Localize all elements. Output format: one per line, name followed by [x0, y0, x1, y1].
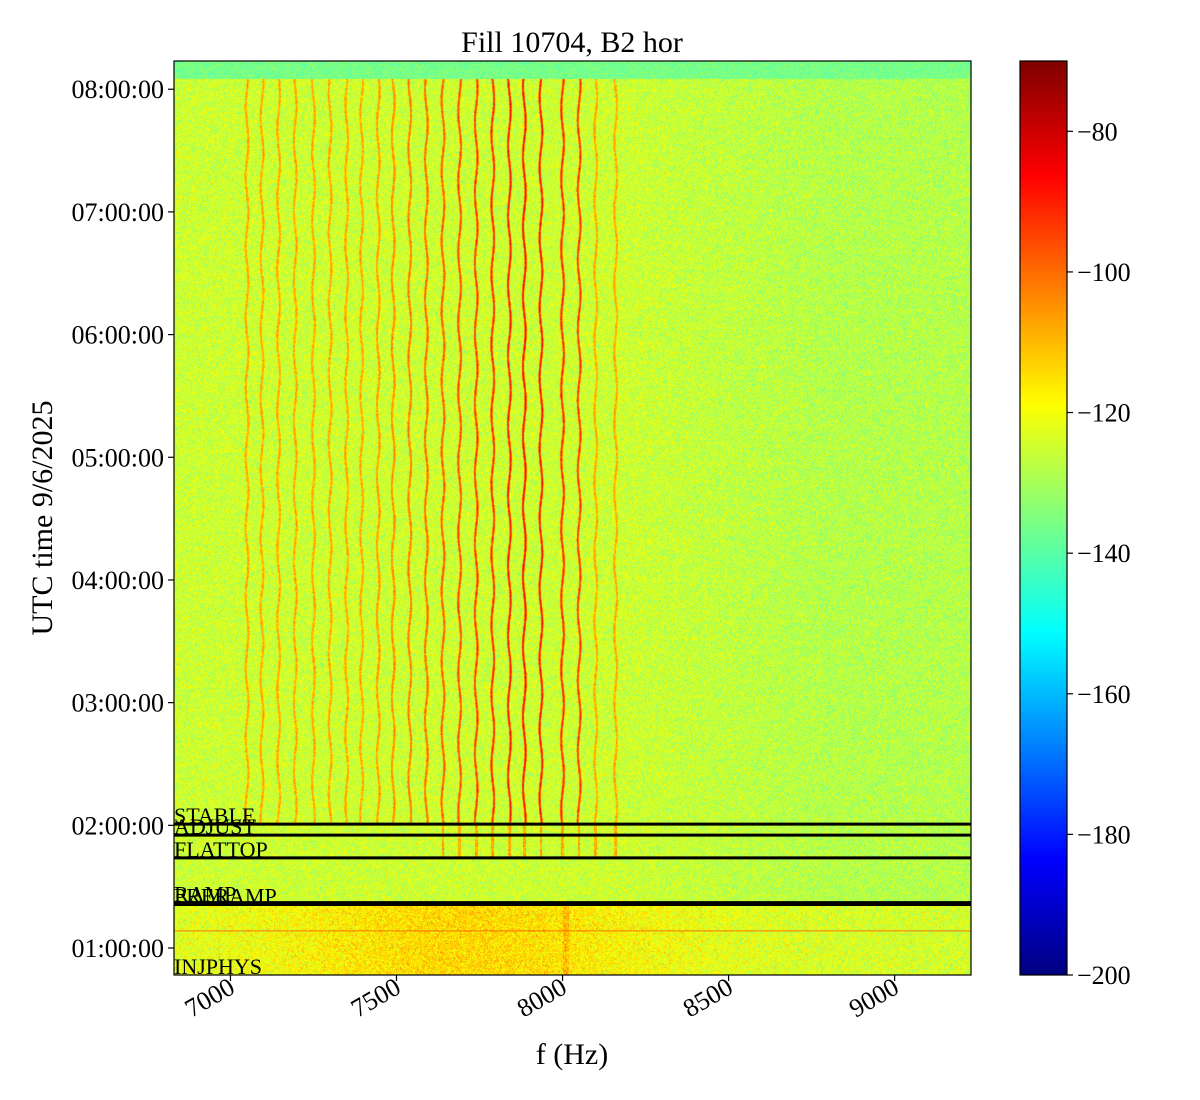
- beam-mode-label: ADJUST: [174, 814, 256, 839]
- colorbar-tick-label: −160: [1077, 680, 1131, 709]
- beam-mode-label: FLATTOP: [174, 837, 268, 862]
- colorbar-tick-label: −80: [1077, 117, 1118, 146]
- plot-frame: [173, 60, 972, 976]
- colorbar-frame: [1019, 60, 1068, 976]
- y-tick-label: 03:00:00: [72, 689, 164, 718]
- beam-mode-lines: [174, 822, 971, 932]
- x-axis-label: f (Hz): [536, 1038, 608, 1071]
- y-tick-label: 02:00:00: [72, 811, 164, 840]
- y-axis-label: UTC time 9/6/2025: [26, 401, 59, 636]
- y-tick-label: 08:00:00: [72, 75, 164, 104]
- y-tick-label: 04:00:00: [72, 566, 164, 595]
- colorbar-gradient: [1020, 61, 1067, 975]
- colorbar-tick-label: −120: [1077, 399, 1131, 428]
- y-tick-label: 07:00:00: [72, 198, 164, 227]
- colorbar-ticks: −80 −100 −120 −140 −160 −180 −200: [1067, 117, 1131, 990]
- chart-title: Fill 10704, B2 hor: [461, 26, 683, 59]
- y-tick-label: 06:00:00: [72, 321, 164, 350]
- colorbar-tick-label: −100: [1077, 258, 1131, 287]
- colorbar-tick-label: −140: [1077, 539, 1131, 568]
- y-tick-label: 05:00:00: [72, 443, 164, 472]
- colorbar-tick-label: −200: [1077, 961, 1131, 990]
- x-axis-ticks: 7000 7500 8000 8500 9000: [180, 972, 904, 1023]
- beam-mode-label: STABLE: [174, 803, 255, 828]
- beam-mode-label: RAMP: [174, 882, 236, 907]
- beam-mode-label: PRERAMP: [174, 883, 277, 908]
- y-axis-ticks: 01:00:00 02:00:00 03:00:00 04:00:00 05:00:00…: [72, 75, 174, 963]
- y-tick-label: 01:00:00: [72, 934, 164, 963]
- colorbar-tick-label: −180: [1077, 820, 1131, 849]
